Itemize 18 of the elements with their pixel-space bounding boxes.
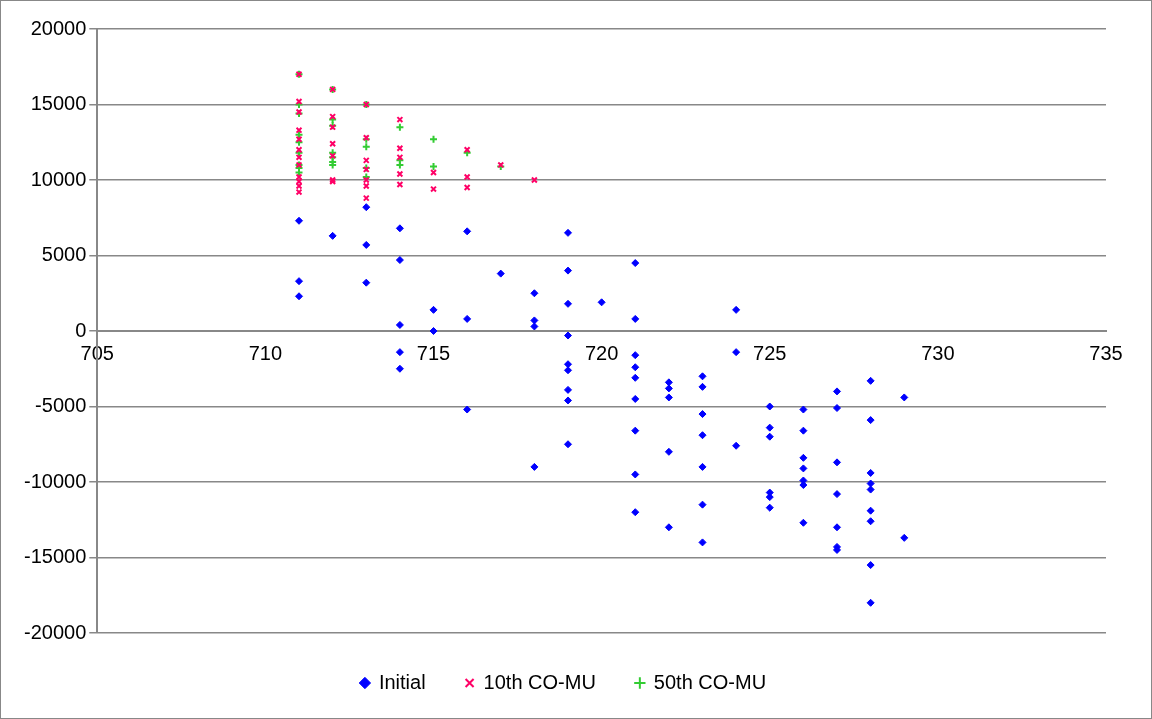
x-tick-label: 715: [416, 341, 451, 364]
y-tick-label: -20000: [23, 620, 87, 643]
x-tick-label: 735: [1089, 341, 1123, 364]
legend-label: 10th CO-MU: [483, 670, 596, 693]
y-tick-label: -5000: [35, 394, 87, 417]
x-tick-label: 720: [584, 341, 619, 364]
y-tick-label: 10000: [30, 167, 87, 190]
y-tick-label: -10000: [23, 469, 87, 492]
x-tick-label: 725: [753, 341, 787, 364]
y-tick-label: 5000: [41, 243, 87, 266]
legend-label: 50th CO-MU: [653, 670, 767, 693]
x-tick-label: 730: [921, 341, 955, 364]
y-tick-label: 20000: [30, 16, 87, 39]
y-tick-label: -15000: [23, 545, 87, 568]
x-tick-label: 710: [248, 341, 283, 364]
y-tick-label: 0: [75, 318, 87, 341]
y-tick-label: 15000: [30, 92, 87, 115]
legend-label: Initial: [378, 670, 426, 693]
